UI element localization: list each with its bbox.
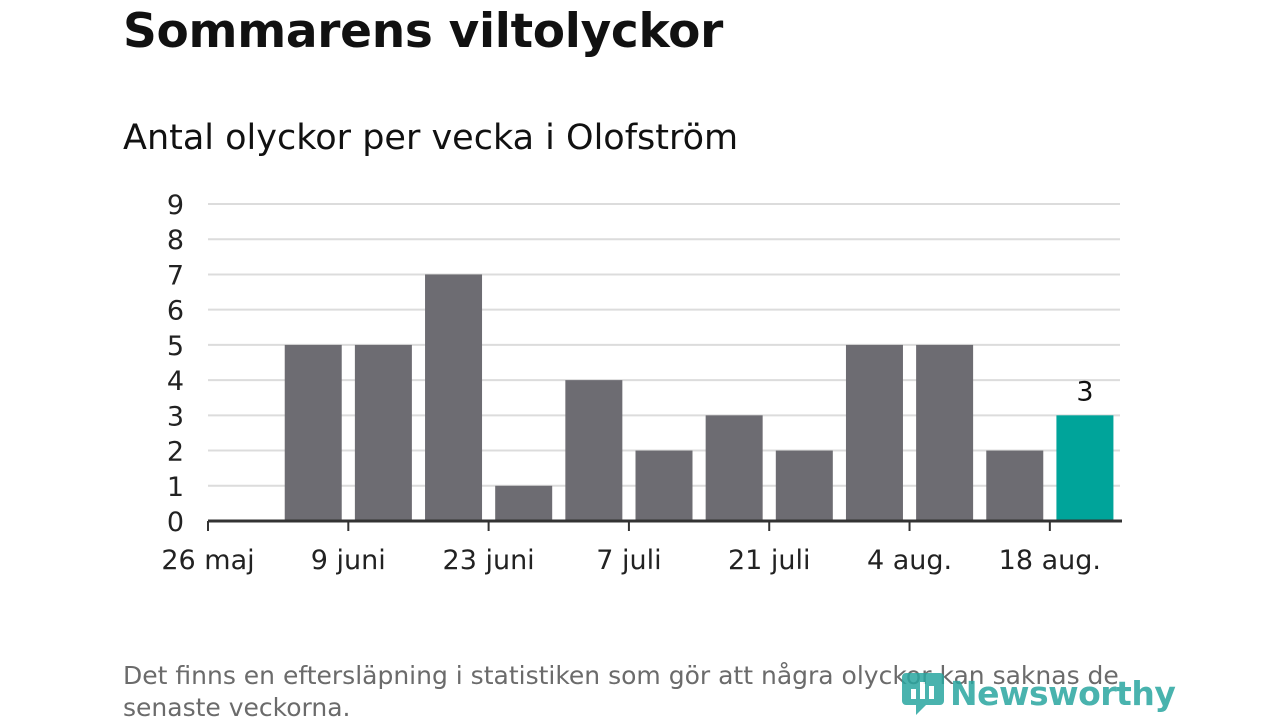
axes: [207, 519, 1122, 531]
newsworthy-logo: Newsworthy: [902, 668, 1176, 718]
bar: [845, 344, 903, 521]
x-tick-label: 21 juli: [728, 545, 811, 576]
x-tick-label: 9 juni: [311, 545, 386, 576]
bar: [425, 274, 483, 521]
bar: [495, 485, 553, 521]
bar-chart: 0 1 2 3 4 5 6 7 8 9 3 26 maj 9 juni 23 juni 7 juli 21 j…: [161, 190, 1122, 576]
y-tick-label: 2: [167, 437, 184, 468]
y-tick-label: 9: [167, 190, 184, 221]
x-tick-label: 23 juni: [443, 545, 535, 576]
tick-labels: 0 1 2 3 4 5 6 7 8 9 3 26 maj 9 juni 23 juni 7 juli 21 j…: [161, 190, 1101, 576]
footnote: Det finns en eftersläpning i statistiken…: [123, 661, 1119, 722]
chart-title: Sommarens viltolyckor: [123, 4, 724, 59]
bars: [284, 274, 1114, 521]
bar: [565, 380, 623, 521]
bar: [284, 344, 342, 521]
y-tick-label: 7: [167, 260, 184, 291]
logo-text: Newsworthy: [950, 673, 1176, 713]
bar: [635, 450, 693, 521]
bar-value-label: 3: [1076, 376, 1093, 407]
y-tick-label: 4: [167, 366, 184, 397]
y-tick-label: 3: [167, 401, 184, 432]
y-tick-label: 8: [167, 225, 184, 256]
bar: [916, 344, 974, 521]
x-tick-label: 26 maj: [161, 545, 254, 576]
bar: [705, 415, 763, 521]
bar: [354, 344, 412, 521]
chart-subtitle: Antal olyckor per vecka i Olofström: [123, 118, 739, 158]
bar: [775, 450, 833, 521]
bar-highlight: [1056, 415, 1114, 521]
x-tick-label: 4 aug.: [867, 545, 952, 576]
bar: [986, 450, 1044, 521]
x-tick-label: 18 aug.: [999, 545, 1101, 576]
y-tick-label: 5: [167, 331, 184, 362]
y-tick-label: 1: [167, 472, 184, 503]
y-tick-label: 6: [167, 296, 184, 327]
x-tick-label: 7 juli: [596, 545, 661, 576]
y-tick-label: 0: [167, 507, 184, 538]
grid-lines: [208, 203, 1120, 487]
newsworthy-logo-icon: [902, 673, 944, 715]
